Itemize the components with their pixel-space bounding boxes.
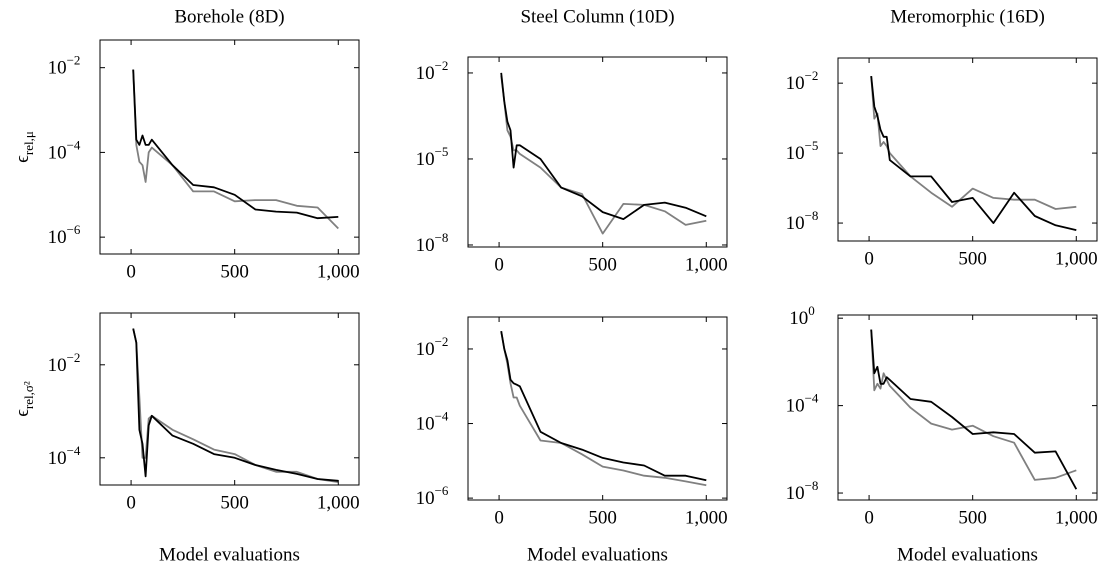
y-tick-label: 10−4 <box>48 443 81 469</box>
x-tick-label: 0 <box>494 507 504 528</box>
y-tick-label: 10−2 <box>48 53 81 79</box>
y-tick-label: 10−2 <box>48 350 81 376</box>
x-tick-label: 1,000 <box>317 261 360 282</box>
axis-box <box>99 39 360 255</box>
axis-box <box>837 57 1098 242</box>
y-tick-label: 10−2 <box>416 58 449 84</box>
data-line <box>132 69 339 220</box>
data-line <box>500 75 707 235</box>
y-tick-label: 10−4 <box>786 391 819 417</box>
x-tick-label: 500 <box>958 248 987 269</box>
data-line <box>132 328 339 482</box>
x-tick-label: 0 <box>864 507 874 528</box>
y-tick-label: 10−4 <box>416 409 449 435</box>
x-tick-label: 1,000 <box>685 507 728 528</box>
x-tick-label: 0 <box>126 261 136 282</box>
axis-box <box>837 314 1098 501</box>
y-tick-label: 10−8 <box>416 230 449 256</box>
data-line <box>870 329 1078 490</box>
x-tick-label: 500 <box>220 261 249 282</box>
data-line <box>500 72 707 220</box>
y-axis-label: ϵrel,μ <box>12 131 36 163</box>
data-line <box>870 76 1077 210</box>
chart-title: Meromorphic (16D) <box>890 6 1045 27</box>
axis-box <box>99 312 360 486</box>
x-axis-label: Model evaluations <box>159 544 300 565</box>
y-tick-label: 100 <box>789 303 815 329</box>
y-tick-label: 10−6 <box>48 222 81 248</box>
data-line <box>500 331 707 482</box>
x-tick-label: 1,000 <box>685 254 728 275</box>
x-tick-label: 500 <box>588 254 617 275</box>
x-axis-label: Model evaluations <box>527 544 668 565</box>
y-axis-label: ϵrel,σ² <box>12 381 36 417</box>
y-tick-label: 10−5 <box>786 138 819 164</box>
x-tick-label: 500 <box>588 507 617 528</box>
axis-box <box>467 316 728 501</box>
y-tick-label: 10−4 <box>48 137 81 163</box>
y-tick-label: 10−2 <box>786 68 819 94</box>
x-axis-label: Model evaluations <box>897 544 1038 565</box>
data-line <box>870 76 1077 231</box>
y-tick-label: 10−2 <box>416 334 449 360</box>
x-tick-label: 0 <box>864 248 874 269</box>
x-tick-label: 500 <box>220 492 249 513</box>
x-tick-label: 500 <box>958 507 987 528</box>
y-tick-label: 10−8 <box>786 208 819 234</box>
y-tick-label: 10−8 <box>786 478 819 504</box>
chart-title: Steel Column (10D) <box>520 6 674 27</box>
x-tick-label: 0 <box>126 492 136 513</box>
y-tick-label: 10−6 <box>416 483 449 509</box>
x-tick-label: 1,000 <box>1055 248 1098 269</box>
x-tick-label: 1,000 <box>1055 507 1098 528</box>
chart-title: Borehole (8D) <box>174 6 284 27</box>
x-tick-label: 1,000 <box>317 492 360 513</box>
data-line <box>500 331 707 487</box>
axis-box <box>467 56 728 248</box>
data-line <box>132 69 339 230</box>
x-tick-label: 0 <box>494 254 504 275</box>
data-line <box>870 329 1077 481</box>
y-tick-label: 10−5 <box>416 144 449 170</box>
